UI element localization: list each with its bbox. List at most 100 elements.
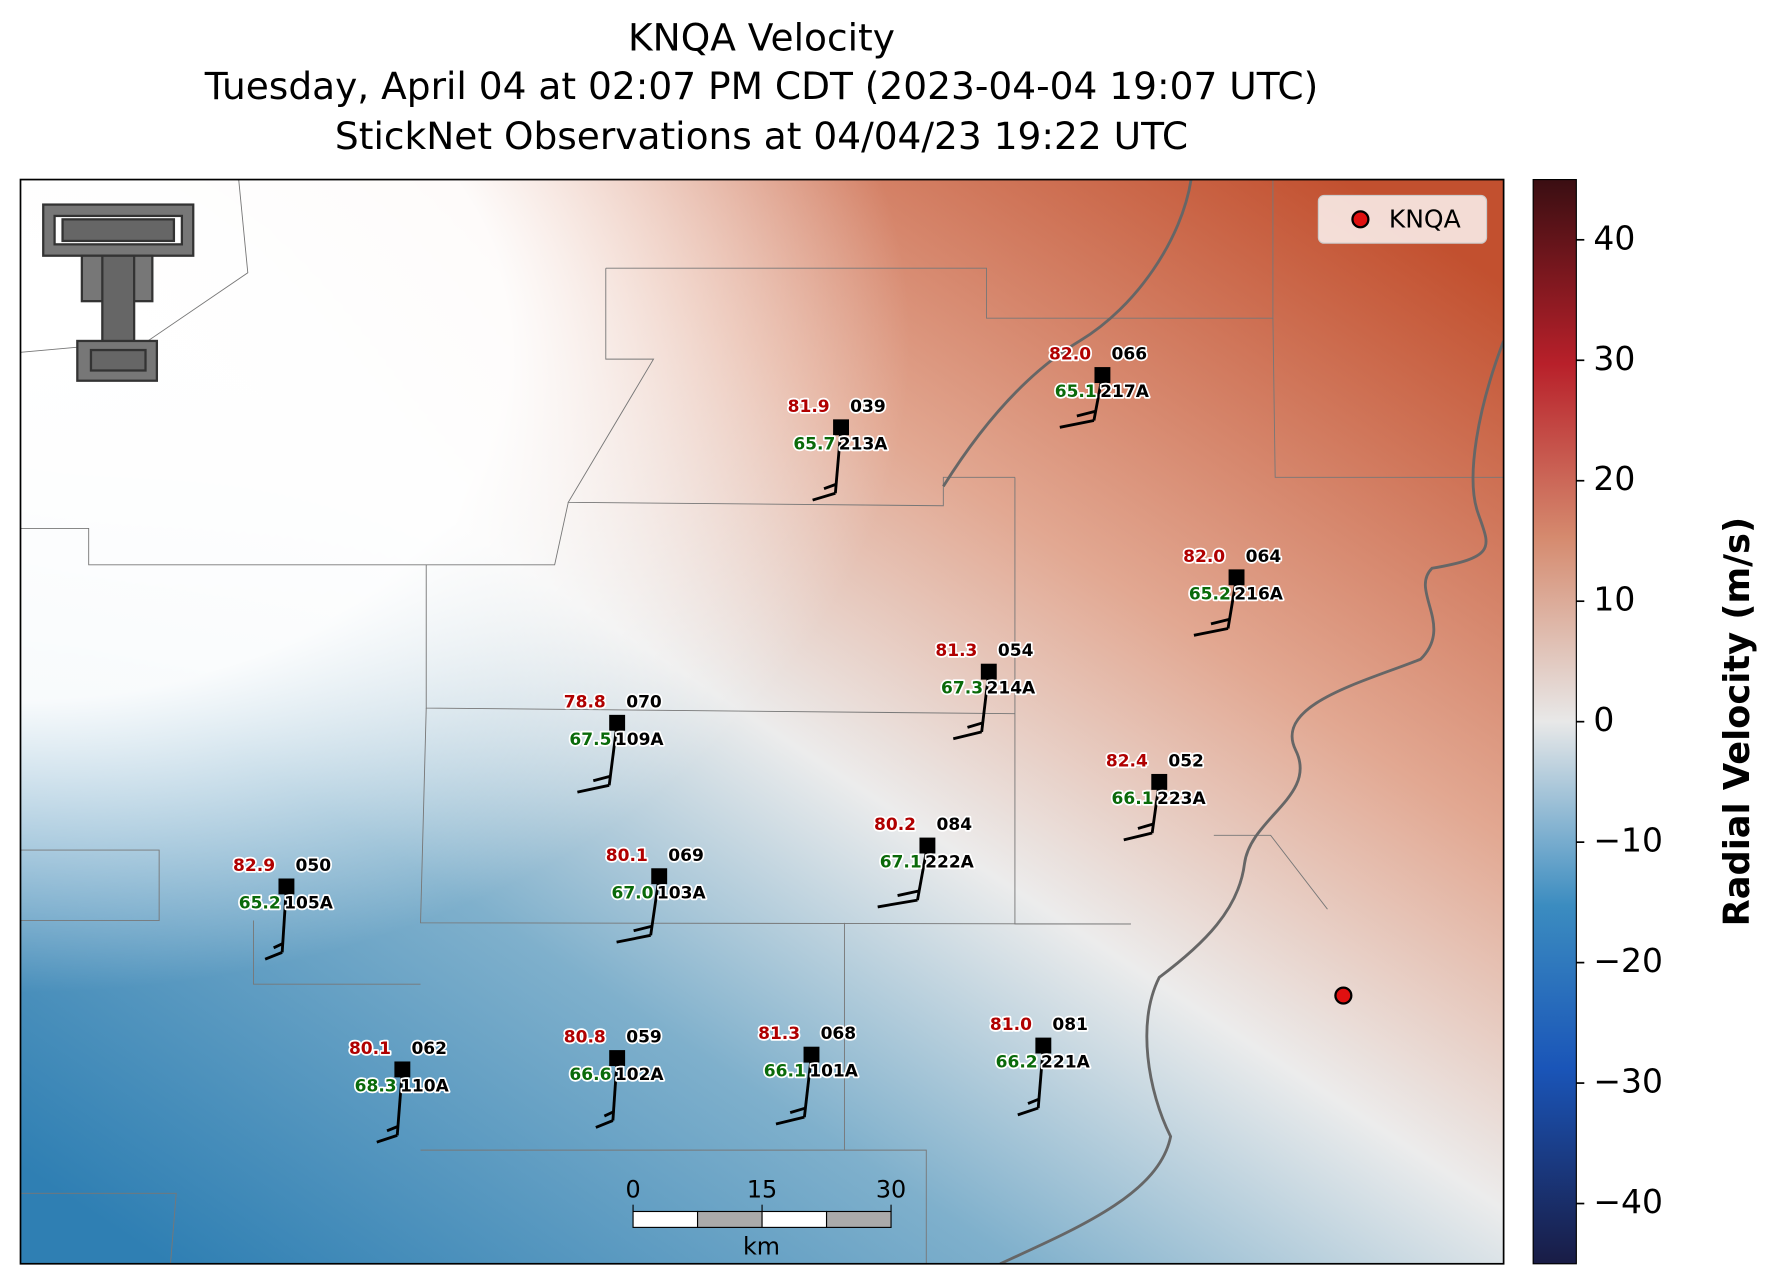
station: 81.3 054 67.3 214A	[934, 640, 1038, 741]
logo	[42, 203, 195, 382]
station-marker	[609, 1050, 626, 1067]
barb-flag	[376, 1134, 398, 1144]
barb-staff	[1226, 577, 1238, 629]
station-marker	[803, 1046, 820, 1063]
station: 78.8 070 67.5 109A	[562, 691, 666, 794]
station-id: 214A	[987, 679, 1037, 699]
station-marker	[1035, 1037, 1052, 1054]
station-marker	[278, 878, 295, 895]
temperature: 81.3	[935, 641, 977, 661]
station-code: 062	[411, 1039, 447, 1059]
legend: KNQA	[1317, 194, 1488, 244]
barb-flag	[789, 1106, 806, 1114]
barb-flag	[616, 933, 651, 944]
temperature: 82.0	[1183, 547, 1225, 567]
station-id: 109A	[615, 730, 665, 750]
county-lines	[20, 179, 1504, 1264]
barb-flag	[812, 491, 836, 502]
station-marker	[651, 868, 668, 885]
station-id: 110A	[400, 1076, 450, 1096]
station: 82.0 064 65.2 216A	[1181, 545, 1286, 637]
temperature: 80.8	[564, 1028, 606, 1048]
temperature: 80.1	[606, 846, 648, 866]
temperature: 82.9	[233, 856, 275, 876]
barb-staff	[833, 427, 843, 494]
temperature: 81.0	[990, 1015, 1032, 1035]
station-code: 054	[998, 641, 1034, 661]
barb-flag	[264, 951, 283, 961]
colorbar-tick-label: −10	[1593, 821, 1663, 860]
station-id: 101A	[809, 1062, 859, 1082]
dewpoint: 66.6	[569, 1065, 611, 1085]
legend-box	[1317, 194, 1488, 244]
dewpoint: 65.2	[239, 894, 281, 914]
dewpoint: 67.5	[569, 730, 611, 750]
barb-flag	[595, 1119, 614, 1129]
barb-flag	[1193, 627, 1229, 637]
colorbar-tick-label: −30	[1593, 1062, 1663, 1101]
scale-tick-label: 0	[625, 1176, 640, 1204]
dewpoint: 66.1	[1112, 789, 1154, 809]
station-id: 223A	[1157, 789, 1207, 809]
station: 80.2 084 67.1 222A	[872, 813, 976, 909]
dewpoint: 68.3	[355, 1076, 397, 1096]
station: 80.8 059 66.6 102A	[562, 1026, 666, 1129]
station-code: 059	[626, 1028, 662, 1048]
station-id: 216A	[1234, 584, 1284, 604]
barb-flag	[823, 482, 837, 491]
colorbar-tick-label: −40	[1593, 1182, 1663, 1221]
barb-flag	[386, 1124, 399, 1133]
legend-marker	[1351, 210, 1370, 229]
station-marker	[1228, 569, 1245, 586]
barb-flag	[897, 889, 919, 897]
station: 82.9 050 65.2 105A	[231, 854, 335, 961]
barb-flag	[1027, 1097, 1040, 1105]
scale-segment	[825, 1210, 892, 1228]
scale-bar: 0 15 30 km	[625, 1176, 906, 1261]
colorbar-tick-label: 0	[1593, 700, 1614, 739]
station-code: 068	[821, 1024, 857, 1044]
barb-flag	[775, 1115, 805, 1126]
scale-segment	[632, 1210, 699, 1228]
station-marker	[1094, 367, 1111, 383]
station-id: 217A	[1100, 382, 1150, 402]
scale-tick-label: 30	[876, 1176, 906, 1204]
colorbar-tick-label: 40	[1593, 218, 1635, 257]
colorbar	[1532, 178, 1577, 1265]
barb-staff	[916, 845, 929, 901]
dewpoint: 67.3	[941, 679, 983, 699]
barb-staff	[649, 876, 661, 936]
station-marker	[980, 663, 997, 680]
dewpoint: 67.0	[611, 883, 653, 903]
station: 82.0 066 65.1 217A	[1047, 343, 1151, 429]
barb-flag	[273, 941, 284, 950]
barb-flag	[877, 898, 918, 909]
station-code: 081	[1052, 1015, 1088, 1035]
temperature: 82.0	[1049, 345, 1091, 365]
station-code: 052	[1168, 751, 1204, 771]
barb-staff	[1036, 1045, 1045, 1109]
temperature: 81.3	[758, 1024, 800, 1044]
map-frame	[19, 178, 1505, 1265]
station-code: 039	[850, 397, 886, 417]
barb-flag	[952, 730, 983, 741]
station-id: 222A	[925, 853, 975, 873]
scale-segment	[696, 1210, 763, 1228]
barb-staff	[280, 886, 288, 953]
map: 81.9 039 65.7 213A 82.0 066 65.1 217A 82.0 064 65.…	[20, 179, 1504, 1264]
station: 81.3 068 66.1 101A	[756, 1022, 860, 1126]
radar-site	[1334, 986, 1353, 1005]
station-marker	[609, 714, 626, 731]
station-code: 070	[626, 692, 662, 712]
station: 81.0 081 66.2 221A	[988, 1013, 1092, 1117]
barb-staff	[802, 1054, 813, 1118]
barb-staff	[611, 1057, 619, 1121]
colorbar-ticks: −40 −30 −20 −10 0 10 20 30 40	[1576, 218, 1663, 1221]
station-code: 050	[296, 856, 332, 876]
station-marker	[394, 1061, 411, 1078]
barb-flag	[633, 924, 653, 933]
station-code: 064	[1246, 547, 1282, 567]
colorbar-tick-label: 20	[1593, 459, 1635, 498]
